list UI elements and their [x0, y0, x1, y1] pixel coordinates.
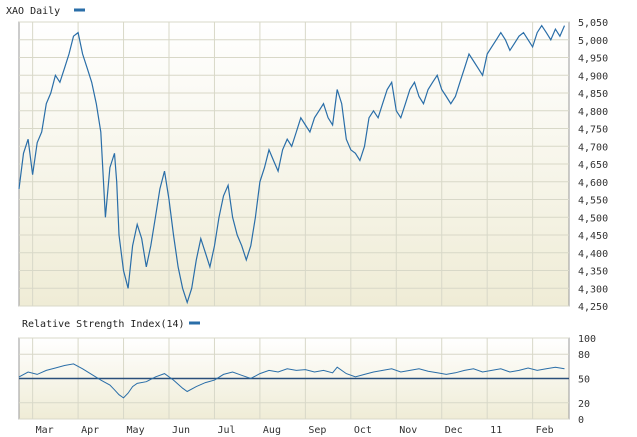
- main-y-tick-label: 4,450: [578, 231, 608, 242]
- rsi-y-tick-label: 20: [578, 399, 590, 410]
- rsi-y-tick-label: 0: [578, 415, 584, 426]
- main-y-tick-label: 4,350: [578, 267, 608, 278]
- x-axis-ticks: Mar Apr May Jun Jul Aug Sep Oct Nov Dec 11 Feb: [36, 425, 554, 436]
- main-y-tick-label: 4,900: [578, 71, 608, 82]
- x-tick-label: Oct: [354, 425, 372, 436]
- x-tick-label: Jun: [172, 425, 190, 436]
- main-y-tick-label: 4,750: [578, 125, 608, 136]
- x-tick-label: Feb: [536, 425, 554, 436]
- main-y-tick-label: 4,300: [578, 284, 608, 295]
- rsi-line: [18, 363, 565, 399]
- main-y-tick-label: 4,650: [578, 160, 608, 171]
- main-chart-title: XAO Daily: [6, 6, 60, 17]
- main-y-tick-label: 4,500: [578, 213, 608, 224]
- main-y-tick-label: 4,550: [578, 196, 608, 207]
- main-y-tick-label: 5,050: [578, 18, 608, 29]
- x-tick-label: Mar: [36, 425, 54, 436]
- x-tick-label: Sep: [308, 425, 326, 436]
- main-y-tick-label: 4,850: [578, 89, 608, 100]
- main-y-ticks: 4,250 4,300 4,350 4,400 4,450 4,500 4,550 4,600…: [578, 18, 608, 313]
- main-y-tick-label: 4,950: [578, 54, 608, 65]
- x-tick-label: May: [127, 425, 145, 436]
- main-y-tick-label: 4,600: [578, 178, 608, 189]
- x-tick-label: Jul: [217, 425, 235, 436]
- main-y-tick-label: 4,250: [578, 302, 608, 313]
- rsi-y-tick-label: 100: [578, 334, 596, 345]
- x-tick-label: 11: [490, 425, 502, 436]
- x-tick-label: Apr: [81, 425, 99, 436]
- x-tick-label: Dec: [445, 425, 463, 436]
- rsi-y-ticks: 0 20 50 80 100: [578, 334, 596, 426]
- rsi-y-tick-label: 50: [578, 375, 590, 386]
- main-y-tick-label: 4,700: [578, 142, 608, 153]
- x-tick-label: Aug: [263, 425, 281, 436]
- main-y-tick-label: 5,000: [578, 36, 608, 47]
- main-y-tick-label: 4,400: [578, 249, 608, 260]
- xao-price-line: [18, 24, 566, 305]
- x-tick-label: Nov: [399, 425, 417, 436]
- rsi-y-tick-label: 80: [578, 350, 590, 361]
- rsi-chart-title: Relative Strength Index(14): [22, 319, 185, 330]
- main-y-tick-label: 4,800: [578, 107, 608, 118]
